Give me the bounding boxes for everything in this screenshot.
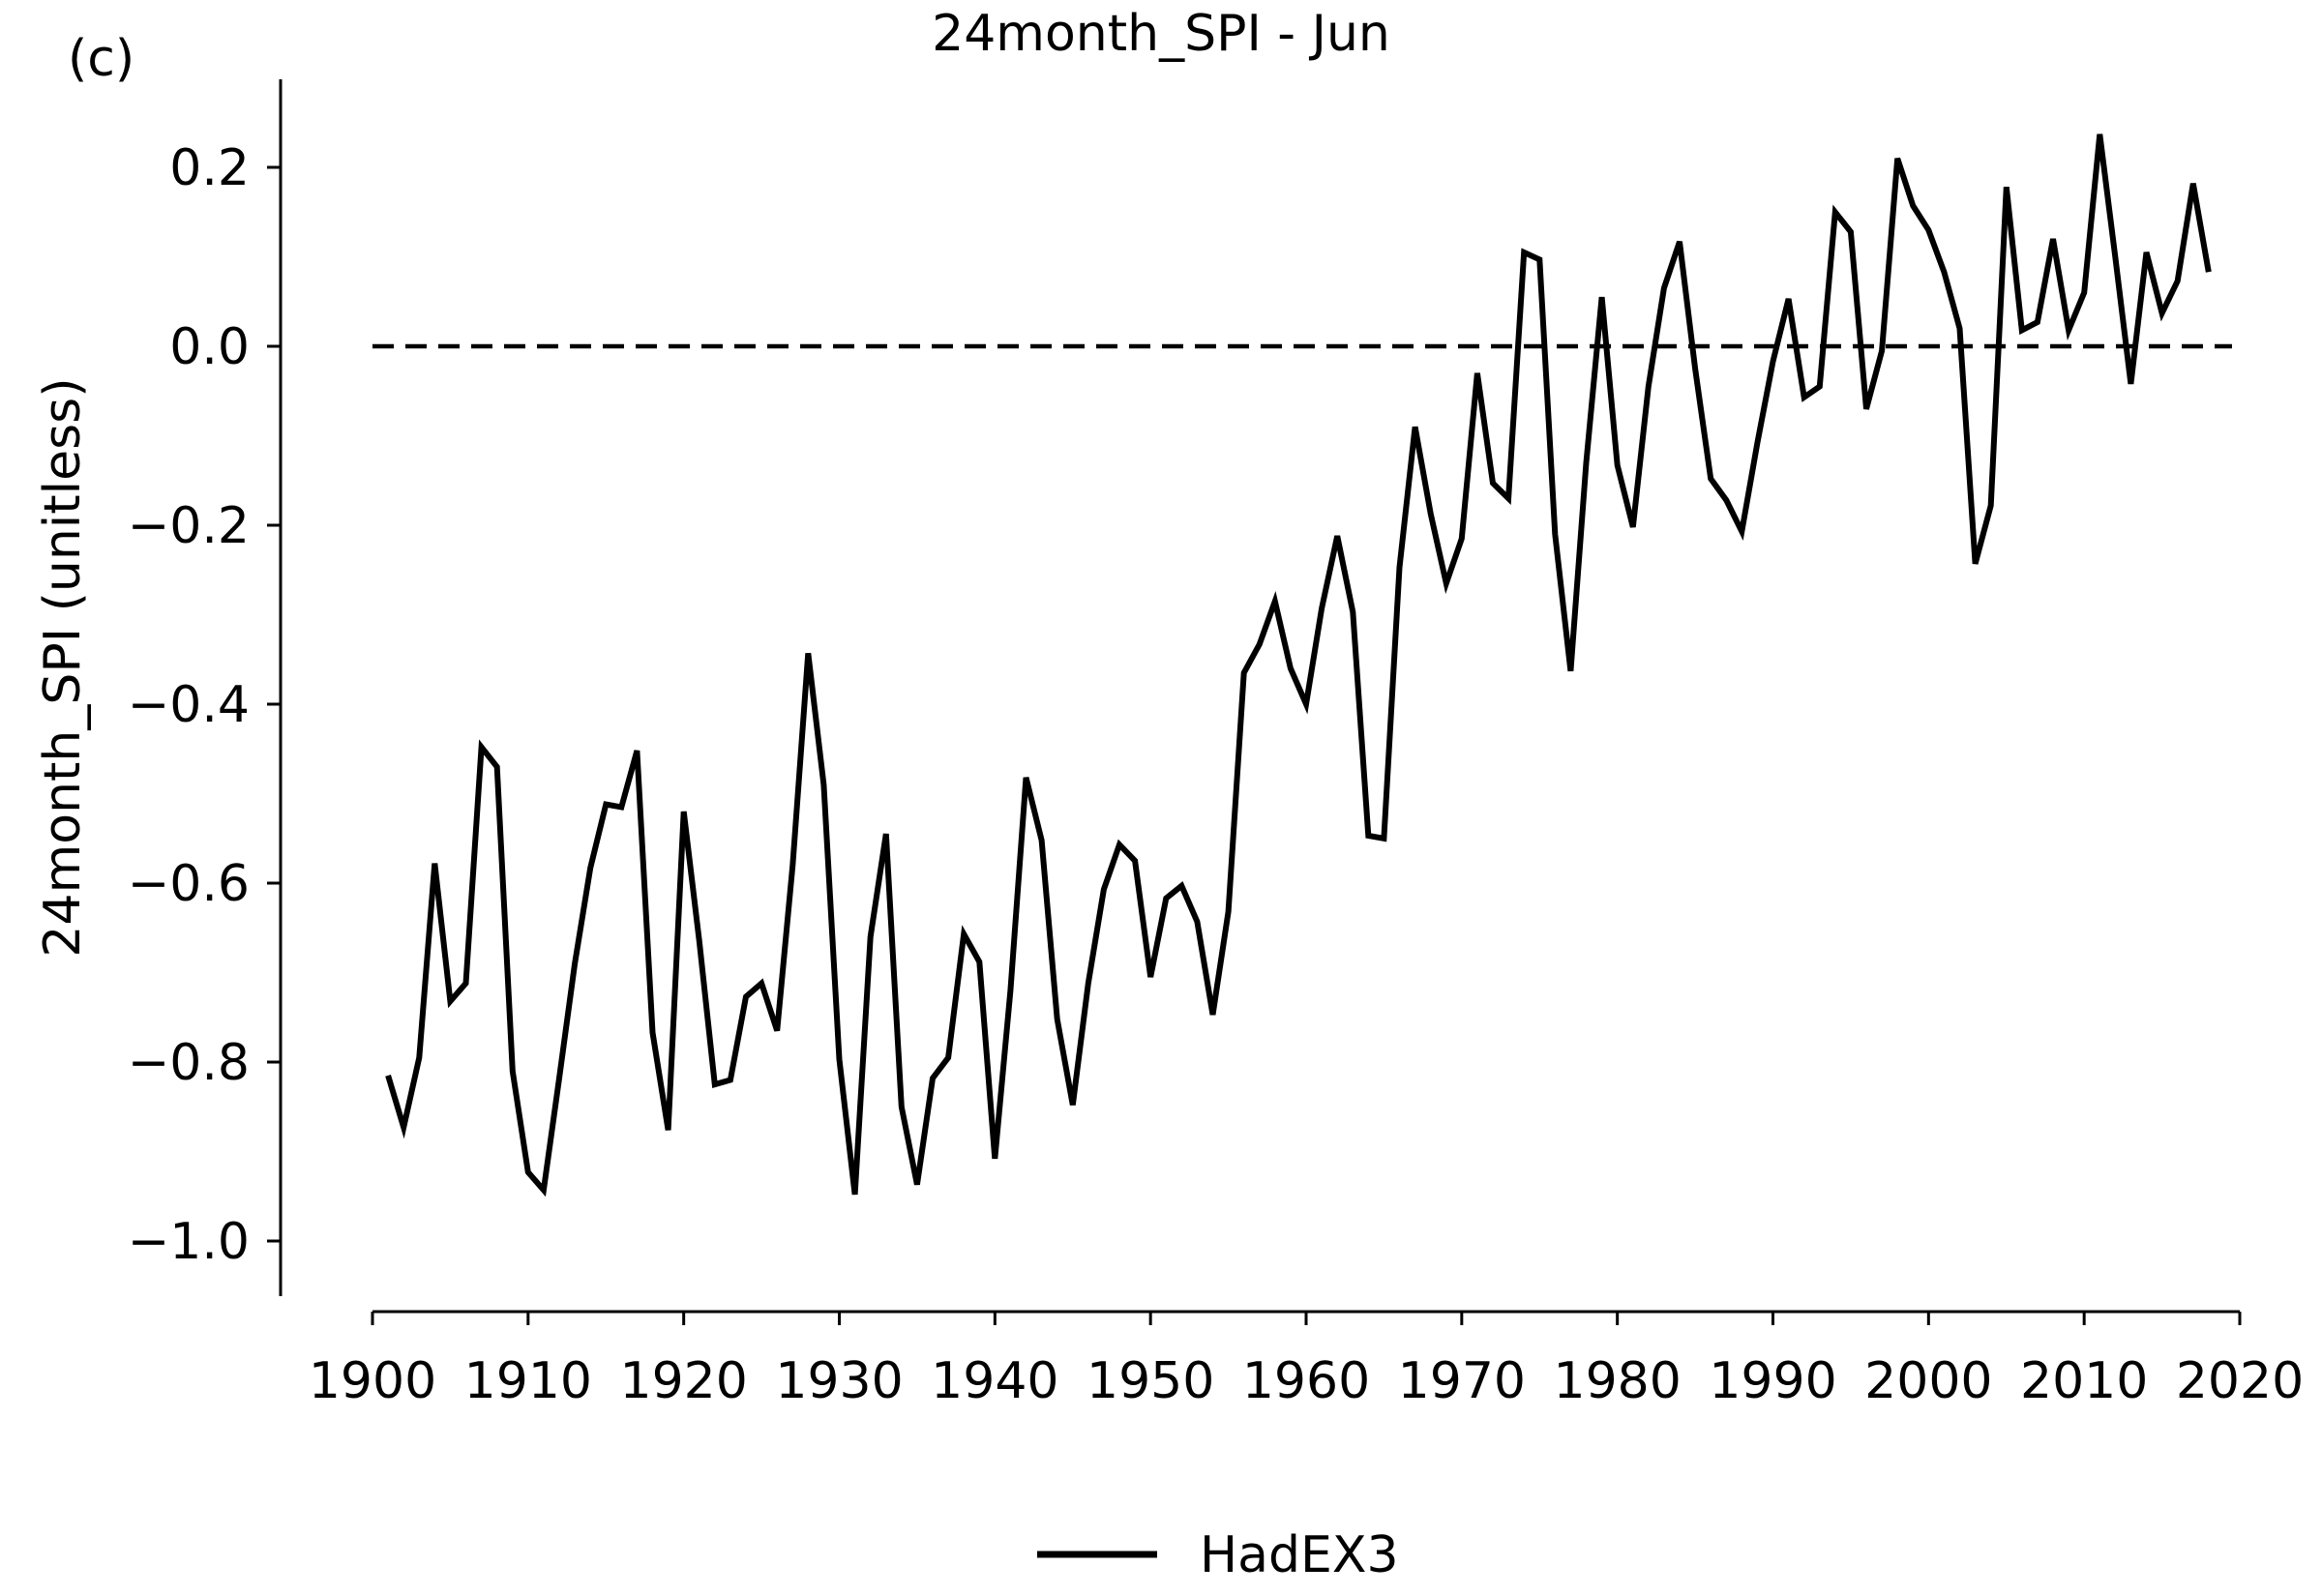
legend: HadEX3	[1037, 1526, 1399, 1584]
y-tick-label: 0.0	[169, 318, 250, 376]
x-tick-label: 1960	[1242, 1352, 1370, 1410]
y-tick-label: −0.8	[128, 1034, 250, 1092]
x-tick-label: 1940	[931, 1352, 1058, 1410]
x-tick-label: 1950	[1087, 1352, 1214, 1410]
x-tick-label: 1930	[775, 1352, 903, 1410]
x-axis: 1900 1910 1920 1930 1940 1950 1960 1970 1980 1990…	[309, 1310, 2304, 1410]
y-tick-label: −1.0	[128, 1213, 250, 1271]
series-layer	[385, 133, 2212, 1197]
y-axis-label: 24month_SPI (unitless)	[34, 377, 92, 957]
y-tick-label: −0.2	[128, 497, 250, 555]
x-tick-label: 1970	[1398, 1352, 1526, 1410]
x-tick-label: 1910	[464, 1352, 592, 1410]
y-axis: −1.0 −0.8 −0.6 −0.4 −0.2 0.0 0.2	[128, 79, 283, 1296]
x-tick-label: 1990	[1709, 1352, 1836, 1410]
x-tick-label: 2000	[1864, 1352, 1992, 1410]
panel-label: (c)	[68, 30, 134, 88]
legend-label-hadex3: HadEX3	[1200, 1526, 1399, 1584]
series-line-hadex3	[385, 133, 2212, 1197]
y-tick-label: −0.6	[128, 855, 250, 913]
chart-title: 24month_SPI - Jun	[932, 5, 1390, 63]
x-tick-label: 1920	[619, 1352, 747, 1410]
x-tick-label: 2010	[2020, 1352, 2148, 1410]
x-tick-label: 2020	[2176, 1352, 2304, 1410]
y-tick-label: 0.2	[169, 139, 250, 197]
x-tick-label: 1900	[309, 1352, 436, 1410]
y-tick-label: −0.4	[128, 676, 250, 734]
x-tick-label: 1980	[1553, 1352, 1681, 1410]
